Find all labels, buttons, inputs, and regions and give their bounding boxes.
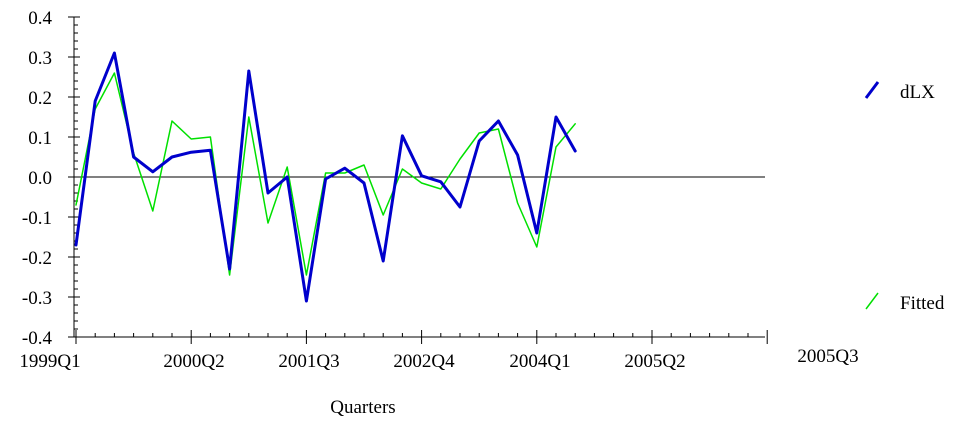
legend-label-dlx: dLX [900,82,935,103]
series-line-fitted [75,72,576,276]
legend: dLX Fitted [864,81,945,314]
x-tick-label: 2002Q4 [393,351,455,372]
x-tick-label: 2004Q1 [509,351,570,372]
y-tick-label: -0.4 [22,328,53,349]
x-tick-label: 2005Q3 [797,346,858,367]
legend-swatch-fitted [865,292,879,310]
y-tick-label: 0.2 [28,88,52,109]
x-tick-label: 2000Q2 [163,351,224,372]
x-axis-title: Quarters [330,397,395,418]
series-layer [74,51,577,303]
legend-label-fitted: Fitted [900,293,945,314]
x-tick-label: 1999Q1 [19,351,80,372]
series-line-dlx [74,51,577,303]
y-tick-label: 0.3 [28,48,52,69]
y-tick-label: 0.0 [28,168,52,189]
y-tick-label: 0.1 [28,128,52,149]
y-tick-label: 0.4 [28,8,52,29]
y-tick-label: -0.2 [22,248,52,269]
x-tick-label: 2005Q2 [624,351,685,372]
x-tick-label: 2001Q3 [278,351,339,372]
legend-swatch-dlx [864,81,880,99]
y-tick-label: -0.1 [22,208,52,229]
y-tick-label: -0.3 [22,288,52,309]
